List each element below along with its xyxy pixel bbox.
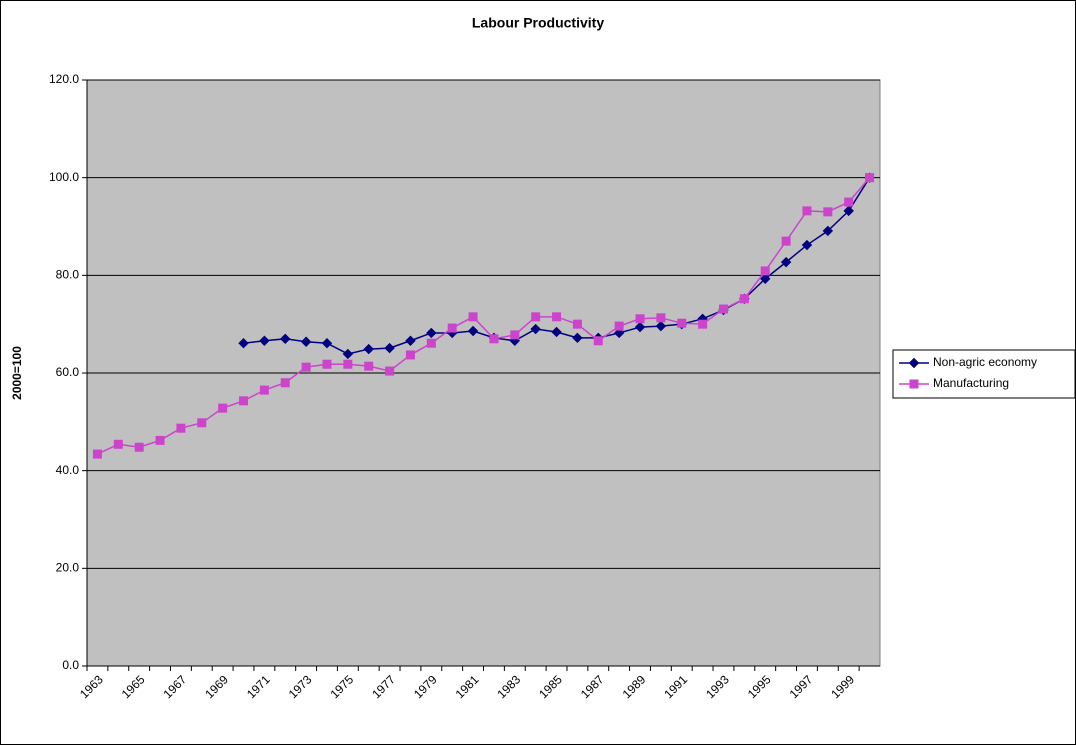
marker — [572, 332, 583, 344]
marker — [218, 403, 228, 413]
y-tick-label: 120.0 — [49, 72, 79, 86]
marker — [739, 294, 749, 304]
marker — [552, 312, 562, 322]
legend-label: Manufacturing — [933, 376, 1009, 390]
marker — [280, 378, 290, 388]
marker — [698, 319, 708, 329]
y-tick-label: 0.0 — [62, 658, 79, 672]
marker — [634, 321, 646, 333]
marker — [364, 361, 374, 371]
marker — [613, 327, 625, 339]
marker — [239, 396, 249, 406]
marker — [259, 335, 270, 346]
marker — [802, 206, 812, 216]
marker — [530, 323, 541, 335]
marker — [468, 312, 478, 322]
marker — [865, 173, 875, 183]
marker — [677, 318, 687, 328]
marker — [718, 304, 728, 314]
marker — [593, 336, 603, 346]
marker — [467, 325, 479, 337]
marker — [280, 333, 291, 345]
marker — [655, 320, 667, 332]
marker — [134, 442, 144, 452]
marker — [447, 323, 457, 333]
marker — [363, 343, 374, 355]
marker — [801, 239, 813, 251]
marker — [321, 338, 333, 349]
marker — [405, 350, 415, 360]
marker — [322, 359, 332, 369]
marker — [572, 319, 582, 329]
marker — [197, 418, 207, 428]
marker — [760, 266, 770, 276]
marker — [635, 314, 645, 324]
marker — [426, 338, 436, 348]
marker — [614, 321, 624, 331]
marker — [823, 207, 833, 217]
marker — [384, 342, 395, 354]
legend-label: Non-agric economy — [933, 355, 1037, 369]
marker — [342, 348, 354, 360]
chart-title: Labour Productivity — [472, 15, 604, 31]
marker — [385, 366, 395, 376]
marker — [489, 334, 499, 344]
y-tick-label: 80.0 — [56, 268, 80, 282]
marker — [843, 205, 854, 217]
marker — [822, 225, 834, 237]
marker — [92, 449, 102, 459]
marker — [343, 359, 353, 369]
marker — [760, 273, 771, 284]
marker — [844, 197, 854, 207]
y-tick-label: 40.0 — [56, 463, 80, 477]
marker — [426, 327, 437, 339]
marker — [300, 336, 312, 347]
marker — [259, 385, 269, 395]
marker — [155, 435, 165, 445]
y-tick-label: 100.0 — [49, 170, 79, 184]
legend-box — [892, 349, 1076, 399]
marker — [113, 439, 123, 449]
marker — [781, 236, 791, 246]
marker — [780, 256, 792, 268]
y-axis-label: 2000=100 — [10, 346, 24, 400]
y-tick-label: 60.0 — [56, 365, 80, 379]
marker — [656, 313, 666, 323]
marker — [531, 312, 541, 322]
marker — [909, 379, 919, 389]
marker — [301, 362, 311, 372]
marker — [176, 423, 186, 433]
y-tick-label: 20.0 — [56, 561, 80, 575]
marker — [551, 326, 562, 338]
marker — [238, 338, 249, 349]
marker — [908, 357, 920, 369]
marker — [510, 330, 520, 340]
marker — [405, 335, 416, 346]
